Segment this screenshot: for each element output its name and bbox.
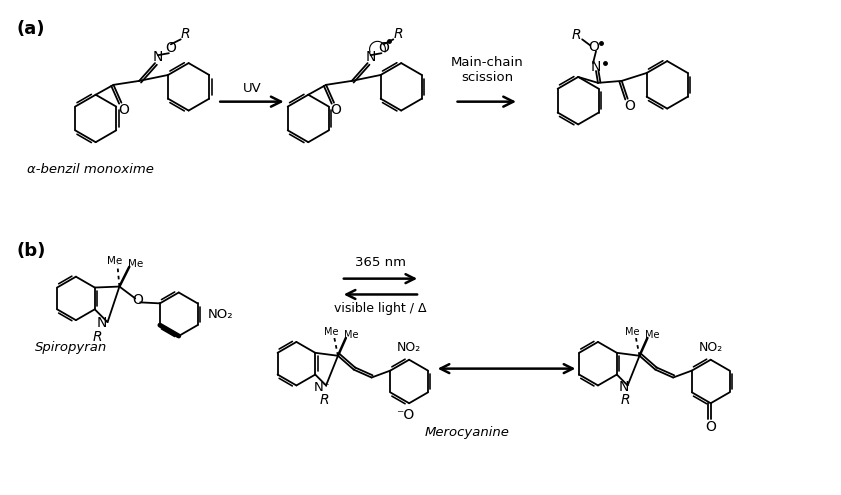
Text: NO₂: NO₂ [208, 308, 233, 321]
Text: Me: Me [128, 259, 143, 269]
Text: (a): (a) [17, 20, 45, 38]
Text: O: O [132, 294, 143, 307]
Text: O: O [166, 41, 177, 55]
Text: R: R [394, 27, 403, 42]
Text: O: O [706, 420, 717, 434]
Text: UV: UV [242, 82, 262, 96]
Text: Me: Me [626, 327, 640, 337]
Text: N: N [97, 316, 107, 330]
Text: Me: Me [107, 256, 122, 266]
Text: α-benzil monoxime: α-benzil monoxime [27, 163, 154, 176]
Text: ⁻O: ⁻O [396, 408, 415, 422]
Text: Me: Me [343, 330, 358, 340]
Text: N: N [365, 50, 376, 64]
Text: N: N [591, 60, 601, 74]
Text: 365 nm: 365 nm [355, 256, 406, 269]
Text: O: O [331, 102, 341, 116]
Text: R: R [320, 393, 329, 407]
Text: visible light / Δ: visible light / Δ [334, 302, 426, 315]
Text: Me: Me [324, 327, 338, 337]
Text: Me: Me [645, 330, 659, 340]
Text: (b): (b) [17, 242, 46, 260]
Text: R: R [93, 330, 103, 344]
Text: O: O [118, 102, 129, 116]
Text: Spiropyran: Spiropyran [34, 342, 107, 354]
Text: N⁺: N⁺ [314, 381, 331, 394]
Text: NO₂: NO₂ [699, 342, 722, 354]
Text: NO₂: NO₂ [397, 342, 421, 354]
Text: Main-chain
scission: Main-chain scission [451, 56, 524, 84]
Text: R: R [621, 393, 631, 407]
Text: O: O [624, 99, 635, 112]
Text: N: N [618, 381, 629, 395]
Text: O: O [378, 41, 389, 55]
Text: R: R [571, 28, 581, 43]
Text: N: N [153, 50, 163, 64]
Text: R: R [181, 27, 190, 42]
Text: Merocyanine: Merocyanine [425, 426, 510, 440]
Text: O: O [589, 40, 600, 54]
